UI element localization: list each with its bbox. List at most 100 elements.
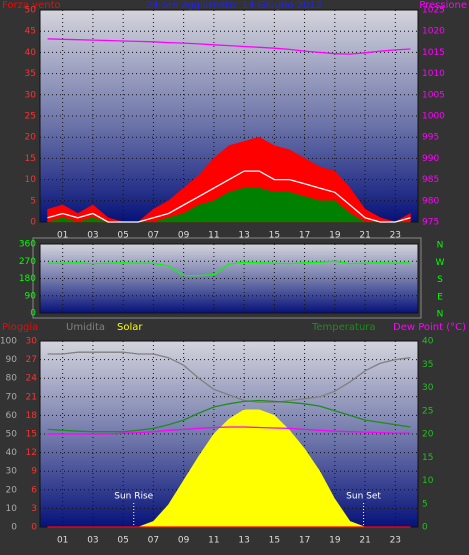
y2-axis-label: Pressione	[419, 0, 467, 11]
y-tick-label: 18	[26, 411, 38, 421]
y-tick-label: 50	[6, 430, 18, 440]
x-tick-label: 11	[208, 536, 219, 546]
x-tick-label: 01	[57, 231, 68, 241]
compass-label: S	[437, 275, 443, 285]
y-tick-label: 40	[25, 48, 37, 58]
y-tick-label: 90	[25, 291, 37, 301]
x-tick-label: 21	[359, 231, 370, 241]
series-line	[47, 399, 411, 433]
x-tick-label: 13	[238, 536, 249, 546]
y-tick-label: 3	[31, 504, 37, 514]
y-tick-label: 80	[6, 374, 18, 384]
y-tick-label: 40	[422, 337, 434, 347]
y-tick-label: 0	[422, 523, 428, 533]
x-tick-label: 17	[299, 536, 310, 546]
y-tick-label: 25	[25, 112, 36, 122]
y-tick-label: 70	[6, 392, 18, 402]
compass-label: N	[437, 310, 444, 320]
y-tick-label: 360	[19, 240, 36, 250]
series-line	[47, 260, 411, 277]
legend-label: Temperatura	[311, 322, 376, 333]
y-tick-label: 270	[19, 257, 36, 267]
x-tick-label: 13	[238, 231, 249, 241]
y-tick-label: 30	[25, 90, 37, 100]
series-line	[47, 426, 411, 435]
y-tick-label: 21	[26, 392, 37, 402]
y-tick-label: 10	[6, 504, 18, 514]
y-tick-label: 1010	[422, 69, 445, 79]
x-tick-label: 17	[299, 231, 310, 241]
y-tick-label: 27	[26, 355, 37, 365]
y-tick-label: 20	[25, 133, 37, 143]
legend-label: Umidita	[66, 322, 105, 333]
y-tick-label: 50	[25, 6, 37, 16]
y-tick-label: 5	[422, 499, 428, 509]
y-tick-label: 35	[25, 69, 36, 79]
compass-label: E	[437, 292, 443, 302]
y-tick-label: 12	[26, 448, 37, 458]
y-tick-label: 0	[30, 218, 36, 228]
y-tick-label: 10	[422, 476, 434, 486]
x-tick-label: 01	[57, 536, 68, 546]
y-tick-label: 995	[422, 133, 439, 143]
y-tick-label: 1025	[422, 6, 445, 16]
y-tick-label: 15	[26, 430, 37, 440]
series-line	[47, 170, 411, 223]
y-tick-label: 990	[422, 154, 439, 164]
y-tick-label: 24	[26, 374, 38, 384]
x-tick-label: 07	[148, 231, 159, 241]
x-tick-label: 07	[148, 536, 159, 546]
y-tick-label: 20	[6, 485, 18, 495]
y-tick-label: 9	[31, 467, 37, 477]
y-tick-label: 10	[25, 175, 37, 185]
x-tick-label: 19	[329, 231, 341, 241]
y-tick-label: 30	[26, 337, 38, 347]
x-tick-label: 23	[390, 231, 401, 241]
x-tick-label: 05	[117, 231, 128, 241]
y-tick-label: 980	[422, 196, 439, 206]
compass-label: N	[437, 241, 444, 251]
compass-label: W	[436, 258, 445, 268]
annotation: Sun Set	[346, 492, 381, 502]
plot-area-direction	[39, 243, 419, 314]
y-tick-label: 0	[31, 523, 37, 533]
y-tick-label: 30	[422, 383, 434, 393]
chart-layer: 01 03 05 07 09 11 13 15 17 19 21 230510152025303540…	[0, 6, 466, 546]
x-tick-label: 19	[329, 536, 341, 546]
y-tick-label: 60	[6, 411, 18, 421]
legend-label: Solar	[117, 322, 143, 333]
x-tick-label: 15	[269, 536, 280, 546]
x-tick-label: 23	[390, 536, 401, 546]
y-tick-label: 0	[30, 309, 36, 319]
y-tick-label: 90	[6, 355, 18, 365]
x-tick-label: 09	[178, 231, 190, 241]
x-tick-label: 21	[359, 536, 370, 546]
x-tick-label: 15	[269, 231, 280, 241]
series-line	[47, 38, 411, 55]
y-tick-label: 975	[422, 218, 439, 228]
x-tick-label: 03	[87, 231, 98, 241]
x-tick-label: 05	[117, 536, 128, 546]
legend-label: Dew Point (°C)	[393, 322, 466, 333]
annotation: Sun Rise	[114, 492, 153, 502]
y-axis-label: Forza vento	[2, 0, 61, 11]
y-tick-label: 15	[25, 154, 36, 164]
y-tick-label: 180	[19, 274, 36, 284]
y-tick-label: 1005	[422, 90, 445, 100]
x-tick-label: 03	[87, 536, 98, 546]
y-tick-label: 35	[422, 360, 433, 370]
chart-title: 24 ore aggiornato: 14 Giugno 2012	[146, 0, 322, 11]
y-tick-label: 20	[422, 430, 434, 440]
y-tick-label: 6	[31, 485, 37, 495]
x-tick-label: 09	[178, 536, 190, 546]
y-tick-label: 25	[422, 406, 433, 416]
series-line	[47, 351, 411, 404]
y-tick-label: 15	[422, 453, 433, 463]
y-tick-label: 1020	[422, 27, 445, 37]
y-tick-label: 985	[422, 175, 439, 185]
y-tick-label: 100	[0, 337, 17, 347]
y-tick-label: 30	[6, 467, 18, 477]
y-tick-label: 1015	[422, 48, 445, 58]
legend-label: Pioggia	[2, 322, 38, 333]
